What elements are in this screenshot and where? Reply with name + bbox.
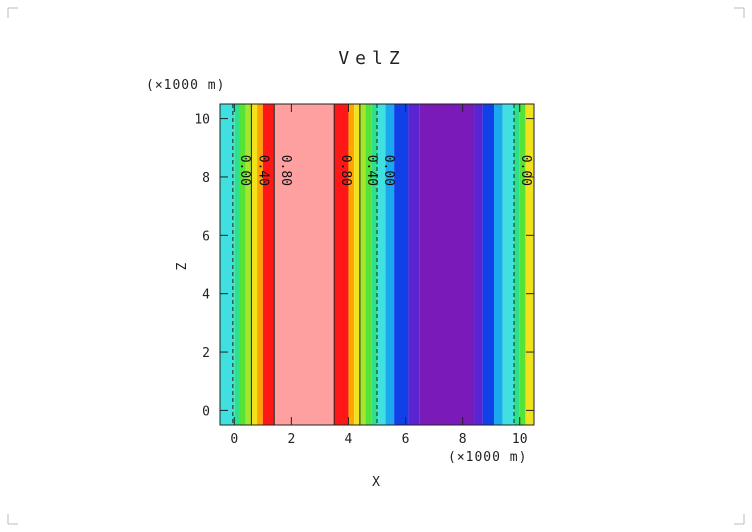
contour-band-12	[365, 104, 372, 425]
x-tick-label-4: 8	[459, 432, 467, 447]
contour-band-2	[239, 104, 246, 425]
contour-band-0	[220, 104, 235, 425]
contour-band-18	[419, 104, 475, 425]
x-axis-unit: (×1000 m)	[448, 450, 527, 465]
contour-band-22	[502, 104, 515, 425]
contour-lines: 0.00 0.40 0.80 0.80 0.40 0.00 0.00	[232, 104, 533, 425]
contour-band-7	[274, 104, 335, 425]
y-axis-unit: (×1000 m)	[146, 78, 225, 93]
contour-band-14	[377, 104, 386, 425]
x-tick-label-3: 6	[402, 432, 410, 447]
x-tick-label-1: 2	[287, 432, 295, 447]
contour-band-23	[514, 104, 520, 425]
contour-band-6	[262, 104, 275, 425]
x-tick-label-2: 4	[345, 432, 353, 447]
contour-band-15	[385, 104, 395, 425]
y-axis-ticks: 0 2 4 6 8 10	[194, 113, 534, 419]
contour-band-21	[494, 104, 503, 425]
contour-label-1: 0.40	[255, 155, 270, 186]
contour-band-16	[394, 104, 409, 425]
y-axis-label: Z	[172, 262, 187, 270]
contour-band-25	[525, 104, 534, 425]
contour-band-17	[408, 104, 420, 425]
contour-band-10	[354, 104, 360, 425]
x-axis-ticks: 0 2 4 6 8 10	[230, 104, 528, 447]
x-tick-label-0: 0	[230, 432, 238, 447]
contour-band-9	[348, 104, 355, 425]
contour-band-3	[245, 104, 252, 425]
contour-band-20	[482, 104, 495, 425]
y-tick-label-3: 6	[202, 229, 210, 244]
contour-label-2: 0.80	[278, 155, 293, 186]
contour-band-11	[359, 104, 366, 425]
contour-band-8	[334, 104, 349, 425]
y-tick-label-1: 2	[202, 346, 210, 361]
contour-label-0: 0.00	[237, 155, 252, 186]
contour-band-4	[251, 104, 258, 425]
contour-band-13	[371, 104, 377, 425]
contour-label-5: 0.00	[381, 155, 396, 186]
y-tick-label-5: 10	[194, 113, 210, 128]
contour-bands	[220, 104, 534, 425]
page-corner-marks	[7, 7, 745, 525]
contour-label-3: 0.80	[338, 155, 353, 186]
contour-band-5	[257, 104, 263, 425]
x-tick-label-5: 10	[512, 432, 528, 447]
contour-label-6: 0.00	[518, 155, 533, 186]
contour-label-4: 0.40	[364, 155, 379, 186]
y-tick-label-0: 0	[202, 404, 210, 419]
plot-frame	[219, 103, 535, 426]
chart-title: VelZ	[338, 48, 405, 69]
y-tick-label-4: 8	[202, 171, 210, 186]
contour-band-1	[234, 104, 240, 425]
x-axis-label: X	[372, 475, 380, 490]
y-tick-label-2: 4	[202, 288, 210, 303]
contour-band-24	[519, 104, 526, 425]
contour-band-19	[474, 104, 483, 425]
